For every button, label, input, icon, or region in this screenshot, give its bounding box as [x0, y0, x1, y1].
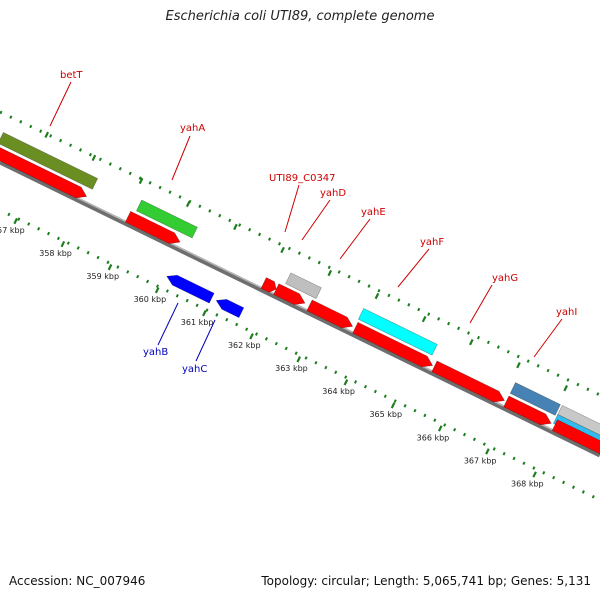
scale-label: 358 kbp [39, 249, 72, 258]
scale-tick [532, 471, 537, 478]
accession-text: Accession: NC_007946 [9, 574, 146, 588]
gene-arrow-betT [0, 147, 88, 199]
gene-arrow-UTI89_C0347 [260, 277, 277, 293]
map-title: Escherichia coli UTI89, complete genome [165, 9, 435, 24]
gene-label-yahC: yahC [182, 364, 207, 375]
scale-tick [437, 425, 443, 432]
gene-arrow-yahG [431, 360, 505, 403]
gene-label-yahB: yahB [143, 347, 168, 358]
gene-label-yahG: yahG [492, 273, 518, 284]
cog-bar-yahI-c [557, 404, 600, 436]
scale-label: 365 kbp [369, 410, 402, 419]
scale-label: 363 kbp [275, 364, 308, 373]
leader-line-yahB [157, 302, 179, 346]
leader-line-yahI [533, 318, 563, 358]
backbone-line [0, 159, 600, 458]
leader-line-yahF [397, 248, 430, 288]
scale-label: 360 kbp [134, 295, 167, 304]
gene-label-UTI89_C0347: UTI89_C0347 [269, 173, 336, 184]
outer-dotted-track [0, 110, 600, 397]
backbone-highlight [0, 159, 600, 454]
leader-line-yahG [469, 284, 493, 324]
scale-label: 359 kbp [86, 272, 119, 281]
labels-layer: betT yahA UTI89_C0347 yahD yahE yahF yahG yahI y… [49, 70, 577, 375]
cog-bar-UTI89_C0347 [285, 272, 322, 299]
scale-tick [107, 263, 113, 271]
scale-tick [343, 379, 349, 386]
scale-label: 361 kbp [181, 318, 214, 327]
scale-tick [296, 356, 302, 363]
cog-bar-betT [0, 132, 99, 190]
cog-bar-yahF [357, 308, 438, 356]
scale-label: 366 kbp [417, 433, 450, 442]
outer-tick [185, 200, 191, 208]
gene-arrow-next [551, 419, 600, 455]
scale-tick [485, 448, 490, 455]
gene-arrow-yahD [273, 283, 306, 305]
outer-tick [516, 362, 521, 369]
topology-text: Topology: circular; Length: 5,065,741 bp… [261, 574, 591, 588]
outer-tick [138, 177, 144, 185]
gene-arrow-yahB [166, 274, 215, 304]
gene-label-yahD: yahD [320, 188, 346, 199]
cog-bar-yahI-a [509, 382, 561, 416]
outer-tick [280, 246, 285, 254]
features-layer [0, 132, 600, 455]
gene-label-yahI: yahI [556, 307, 577, 318]
scale-tick [60, 240, 66, 248]
outer-tick [374, 292, 380, 300]
outer-tick [233, 223, 238, 231]
leader-line-UTI89_C0347 [284, 184, 300, 233]
scale-tick [13, 217, 18, 225]
scale-label: 357 kbp [0, 226, 25, 235]
outer-tick [421, 315, 427, 323]
leader-line-yahE [339, 218, 371, 260]
leader-line-betT [49, 81, 72, 127]
gene-arrow-yahI [503, 395, 552, 426]
gene-label-yahF: yahF [420, 237, 444, 248]
gene-arrow-yahC [215, 299, 245, 319]
leader-line-yahC [195, 319, 216, 362]
gene-arrow-yahF [352, 321, 434, 368]
outer-tick [563, 385, 568, 392]
gene-label-yahA: yahA [180, 123, 205, 134]
scale-label: 368 kbp [511, 479, 544, 488]
outer-tick [44, 131, 50, 138]
scale-label: 367 kbp [464, 456, 497, 465]
gene-label-betT: betT [60, 70, 83, 81]
gene-arrow-yahA [124, 210, 181, 244]
cog-bar-yahA [136, 199, 198, 239]
gene-label-yahE: yahE [361, 207, 386, 218]
scale-tick [249, 333, 254, 340]
gene-arrow-yahE [306, 299, 354, 329]
outer-tick [91, 154, 97, 162]
leader-line-yahD [301, 199, 331, 241]
scale-label: 362 kbp [228, 341, 261, 350]
scale-tick [202, 310, 207, 317]
ticks-layer: 357 kbp 358 kbp 359 kbp 360 kbp 361 kbp 362 k… [0, 131, 568, 488]
scale-tick [390, 402, 396, 409]
scale-label: 364 kbp [322, 387, 355, 396]
outer-tick [469, 338, 474, 346]
scale-tick [154, 287, 160, 294]
scale-dotted-track [7, 212, 600, 502]
leader-line-yahA [171, 135, 191, 181]
outer-tick [327, 269, 333, 277]
